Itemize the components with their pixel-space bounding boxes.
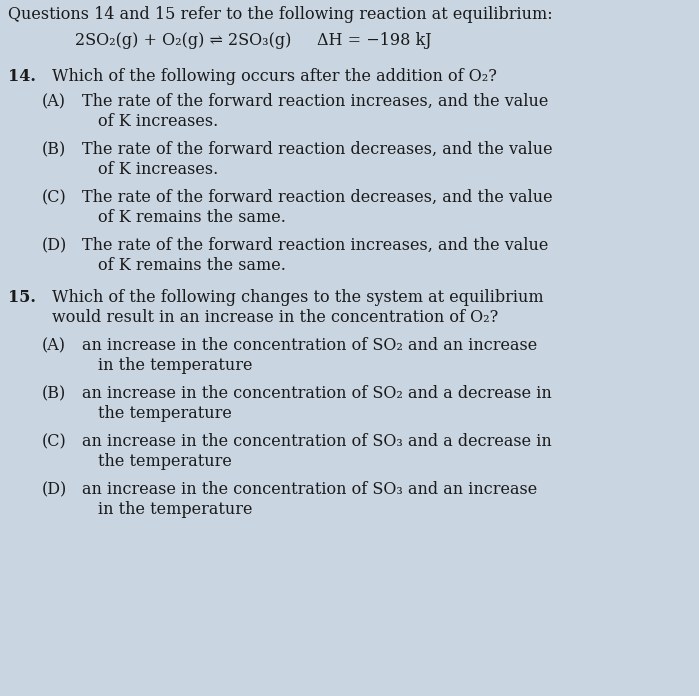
Text: 2SO₂(g) + O₂(g) ⇌ 2SO₃(g)     ΔH = −198 kJ: 2SO₂(g) + O₂(g) ⇌ 2SO₃(g) ΔH = −198 kJ [75, 32, 431, 49]
Text: (A): (A) [42, 93, 66, 110]
Text: 14.: 14. [8, 68, 36, 85]
Text: in the temperature: in the temperature [98, 357, 252, 374]
Text: an increase in the concentration of SO₂ and an increase: an increase in the concentration of SO₂ … [82, 337, 538, 354]
Text: an increase in the concentration of SO₂ and a decrease in: an increase in the concentration of SO₂ … [82, 385, 552, 402]
Text: (C): (C) [42, 433, 66, 450]
Text: (D): (D) [42, 481, 67, 498]
Text: Questions 14 and 15 refer to the following reaction at equilibrium:: Questions 14 and 15 refer to the followi… [8, 6, 553, 23]
Text: of K remains the same.: of K remains the same. [98, 257, 286, 274]
Text: The rate of the forward reaction decreases, and the value: The rate of the forward reaction decreas… [82, 141, 553, 158]
Text: Which of the following changes to the system at equilibrium: Which of the following changes to the sy… [52, 289, 544, 306]
Text: The rate of the forward reaction increases, and the value: The rate of the forward reaction increas… [82, 93, 549, 110]
Text: The rate of the forward reaction decreases, and the value: The rate of the forward reaction decreas… [82, 189, 553, 206]
Text: (C): (C) [42, 189, 66, 206]
Text: of K increases.: of K increases. [98, 113, 218, 130]
Text: The rate of the forward reaction increases, and the value: The rate of the forward reaction increas… [82, 237, 549, 254]
Text: an increase in the concentration of SO₃ and an increase: an increase in the concentration of SO₃ … [82, 481, 538, 498]
Text: would result in an increase in the concentration of O₂?: would result in an increase in the conce… [52, 309, 498, 326]
Text: of K increases.: of K increases. [98, 161, 218, 178]
Text: of K remains the same.: of K remains the same. [98, 209, 286, 226]
Text: (B): (B) [42, 385, 66, 402]
Text: 15.: 15. [8, 289, 36, 306]
Text: the temperature: the temperature [98, 405, 232, 422]
Text: Which of the following occurs after the addition of O₂?: Which of the following occurs after the … [52, 68, 497, 85]
Text: the temperature: the temperature [98, 453, 232, 470]
Text: (B): (B) [42, 141, 66, 158]
Text: (A): (A) [42, 337, 66, 354]
Text: in the temperature: in the temperature [98, 501, 252, 518]
Text: an increase in the concentration of SO₃ and a decrease in: an increase in the concentration of SO₃ … [82, 433, 552, 450]
Text: (D): (D) [42, 237, 67, 254]
